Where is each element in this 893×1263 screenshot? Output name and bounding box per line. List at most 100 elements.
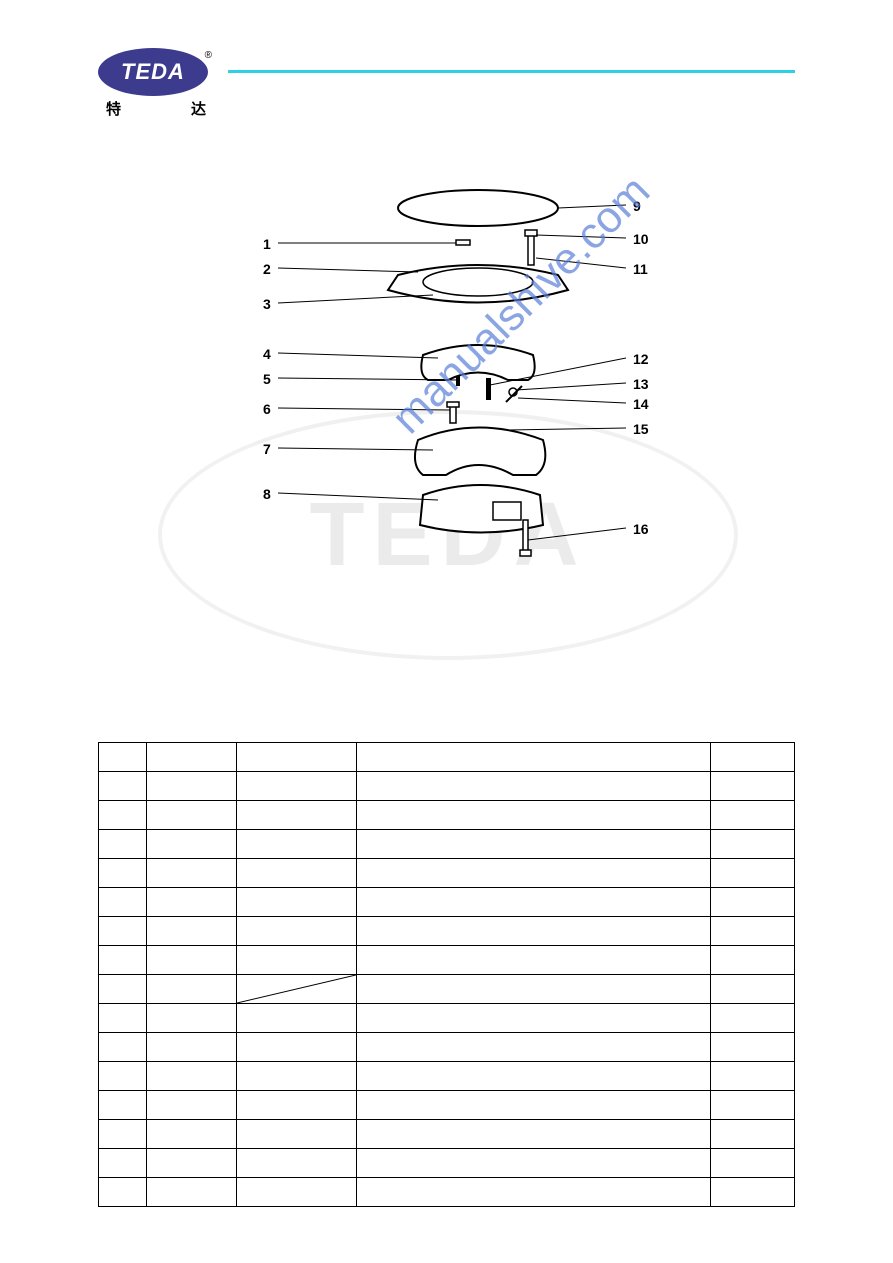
parts-table <box>98 742 795 1207</box>
cell-gb <box>236 917 356 946</box>
cell-qty <box>711 743 795 772</box>
logo-subtitle: 特 达 <box>106 98 206 119</box>
cell-qty <box>711 1178 795 1207</box>
table-row <box>99 917 795 946</box>
callout-12: 12 <box>633 351 649 367</box>
cell-no <box>99 830 147 859</box>
cell-name <box>356 743 710 772</box>
callout-11: 11 <box>633 261 648 277</box>
table-row <box>99 743 795 772</box>
table-row <box>99 1004 795 1033</box>
cell-no <box>99 888 147 917</box>
table-row <box>99 1149 795 1178</box>
cell-pn <box>146 859 236 888</box>
table-row <box>99 1091 795 1120</box>
header-divider <box>228 70 795 73</box>
table-row <box>99 1033 795 1062</box>
cell-name <box>356 830 710 859</box>
cell-qty <box>711 830 795 859</box>
cell-no <box>99 743 147 772</box>
cell-pn <box>146 888 236 917</box>
cell-gb <box>236 1120 356 1149</box>
exploded-view <box>258 180 638 580</box>
cell-qty <box>711 859 795 888</box>
cell-qty <box>711 1004 795 1033</box>
cell-no <box>99 1033 147 1062</box>
cell-no <box>99 1091 147 1120</box>
logo-sub-right: 达 <box>191 98 206 119</box>
cell-pn <box>146 830 236 859</box>
cell-no <box>99 1062 147 1091</box>
cell-no <box>99 1178 147 1207</box>
cell-no <box>99 946 147 975</box>
cell-name <box>356 1062 710 1091</box>
exploded-diagram-area: TEDA <box>98 170 795 690</box>
table-row <box>99 859 795 888</box>
cell-gb <box>236 1062 356 1091</box>
callout-8: 8 <box>263 486 271 502</box>
page-header: TEDA ® 特 达 <box>98 48 795 118</box>
cell-qty <box>711 888 795 917</box>
cell-no <box>99 917 147 946</box>
cell-name <box>356 1033 710 1062</box>
cell-pn <box>146 1004 236 1033</box>
callout-7: 7 <box>263 441 271 457</box>
cell-no <box>99 1120 147 1149</box>
parts-drawing <box>258 180 638 580</box>
cell-pn <box>146 1149 236 1178</box>
cell-pn <box>146 772 236 801</box>
cell-pn <box>146 743 236 772</box>
table-row <box>99 946 795 975</box>
cell-gb <box>236 888 356 917</box>
cell-pn <box>146 1062 236 1091</box>
cell-gb <box>236 830 356 859</box>
cell-gb <box>236 1091 356 1120</box>
callout-3: 3 <box>263 296 271 312</box>
registered-mark: ® <box>205 50 212 61</box>
cell-qty <box>711 946 795 975</box>
cell-gb <box>236 1149 356 1178</box>
cell-gb <box>236 1178 356 1207</box>
cell-no <box>99 1149 147 1178</box>
cell-name <box>356 1120 710 1149</box>
cell-no <box>99 801 147 830</box>
logo-sub-left: 特 <box>106 98 121 119</box>
cell-qty <box>711 801 795 830</box>
cell-name <box>356 801 710 830</box>
cell-gb <box>236 975 356 1004</box>
cell-pn <box>146 1091 236 1120</box>
cell-qty <box>711 975 795 1004</box>
cell-name <box>356 917 710 946</box>
callout-16: 16 <box>633 521 649 537</box>
cell-pn <box>146 1120 236 1149</box>
logo-brand-text: TEDA <box>121 59 185 85</box>
table-row <box>99 801 795 830</box>
callout-15: 15 <box>633 421 649 437</box>
cell-pn <box>146 917 236 946</box>
table-row <box>99 830 795 859</box>
cell-pn <box>146 946 236 975</box>
cell-gb <box>236 1004 356 1033</box>
table-row <box>99 888 795 917</box>
cell-gb <box>236 801 356 830</box>
cell-qty <box>711 1091 795 1120</box>
callout-10: 10 <box>633 231 649 247</box>
cell-gb <box>236 859 356 888</box>
table-row <box>99 975 795 1004</box>
cell-qty <box>711 917 795 946</box>
cell-name <box>356 1004 710 1033</box>
cell-name <box>356 1178 710 1207</box>
callout-4: 4 <box>263 346 271 362</box>
cell-qty <box>711 1033 795 1062</box>
cell-name <box>356 1149 710 1178</box>
cell-no <box>99 1004 147 1033</box>
brand-logo: TEDA ® 特 达 <box>98 48 208 96</box>
callout-9: 9 <box>633 198 641 214</box>
table-row <box>99 1178 795 1207</box>
callout-5: 5 <box>263 371 271 387</box>
cell-name <box>356 888 710 917</box>
cell-no <box>99 859 147 888</box>
cell-name <box>356 1091 710 1120</box>
cell-qty <box>711 772 795 801</box>
callout-2: 2 <box>263 261 271 277</box>
